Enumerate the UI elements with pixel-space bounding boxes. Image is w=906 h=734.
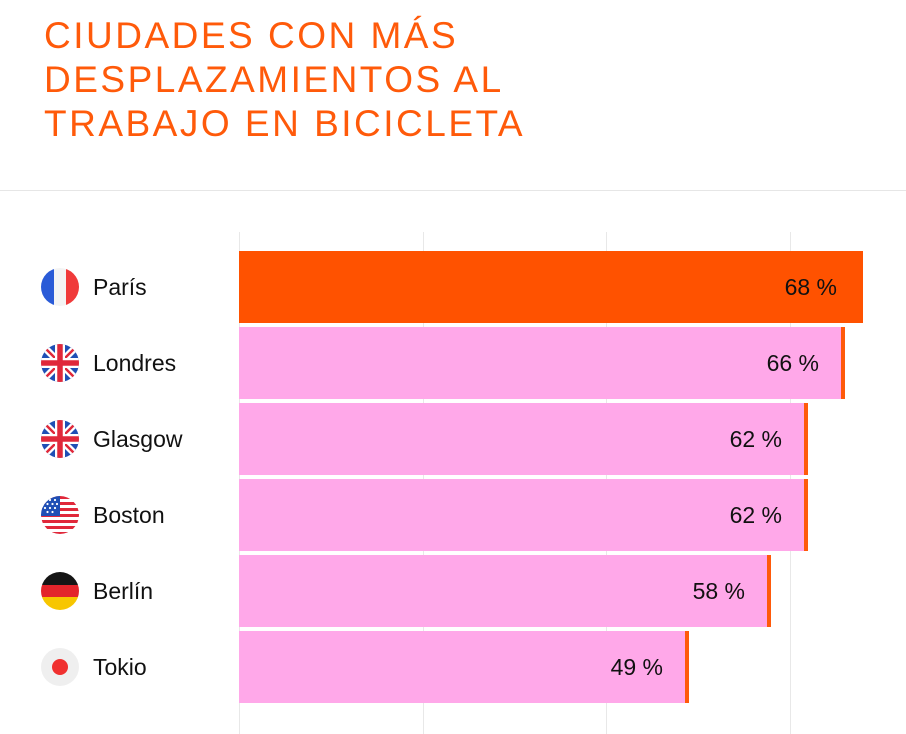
uk-flag-icon <box>41 420 79 458</box>
category-label: Londres <box>93 350 177 376</box>
bar <box>239 403 808 475</box>
chart-row: Tokio 49 % <box>0 631 906 703</box>
category-label: Boston <box>93 502 165 528</box>
chart-row: París 68 % <box>0 251 906 323</box>
value-label: 68 % <box>784 274 837 300</box>
category-label: Berlín <box>93 578 154 604</box>
bar <box>239 631 689 703</box>
bar <box>239 327 845 399</box>
chart-row: Boston 62 % <box>0 479 906 551</box>
chart-row: Glasgow 62 % <box>0 403 906 475</box>
value-label: 62 % <box>729 502 782 528</box>
bar <box>239 555 771 627</box>
category-label: Glasgow <box>93 426 183 452</box>
japan-flag-icon <box>41 648 79 686</box>
value-label: 58 % <box>692 578 745 604</box>
bar <box>239 251 863 323</box>
germany-flag-icon <box>41 572 79 610</box>
chart-row: Londres 66 % <box>0 327 906 399</box>
category-label: Tokio <box>93 654 147 680</box>
title-divider <box>0 190 906 191</box>
bar-chart: París 68 % Londres 66 % Glasgow 62 % Boston 62 … <box>0 232 906 734</box>
usa-flag-icon <box>41 496 79 534</box>
chart-title: CIUDADES CON MÁS DESPLAZAMIENTOS AL TRAB… <box>44 15 526 144</box>
value-label: 49 % <box>610 654 663 680</box>
category-label: París <box>93 274 147 300</box>
france-flag-icon <box>41 268 79 306</box>
uk-flag-icon <box>41 344 79 382</box>
value-label: 62 % <box>729 426 782 452</box>
value-label: 66 % <box>766 350 819 376</box>
chart-row: Berlín 58 % <box>0 555 906 627</box>
bar <box>239 479 808 551</box>
